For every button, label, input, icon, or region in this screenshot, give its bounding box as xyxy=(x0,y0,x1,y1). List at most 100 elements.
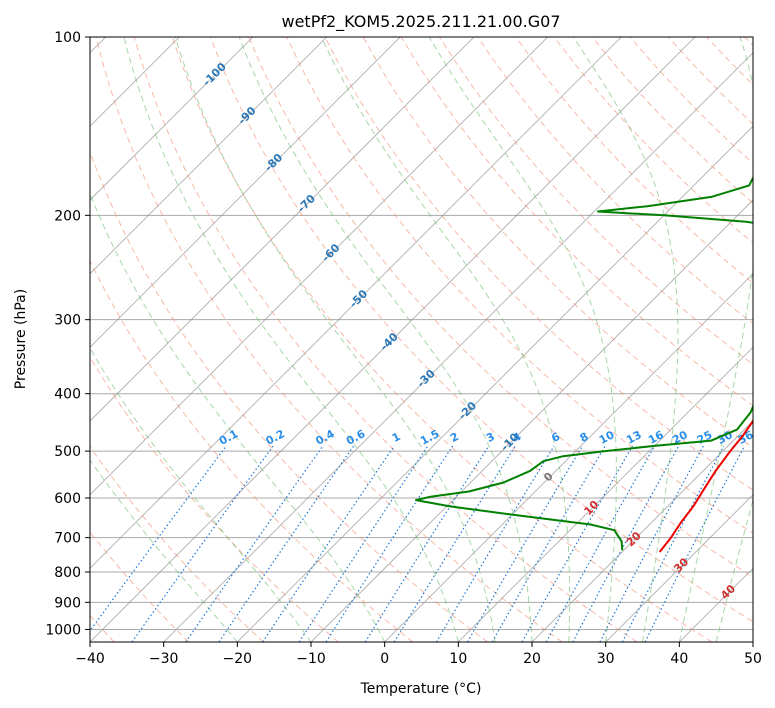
dry-adiabat-label: -90 xyxy=(235,104,258,127)
dry-adiabat-label: -70 xyxy=(295,192,318,215)
isotherm-line xyxy=(90,37,548,496)
moist-adiabat-line xyxy=(715,497,753,642)
mixing-ratio-label: 16 xyxy=(646,428,666,447)
mixing-ratio-line xyxy=(90,445,227,632)
dry-adiabat-label: -30 xyxy=(415,367,438,390)
mixing-ratio-label: 10 xyxy=(597,428,617,447)
isotherm-line xyxy=(384,273,753,642)
moist-adiabat-label: 10 xyxy=(581,498,601,518)
x-tick-label: −40 xyxy=(75,651,105,667)
moist-adiabat-line xyxy=(123,37,459,642)
x-tick-label: −30 xyxy=(149,651,179,667)
temperature-trace xyxy=(658,418,753,553)
mixing-ratio-line xyxy=(131,445,274,642)
y-tick-label: 500 xyxy=(54,444,81,460)
isotherm-line xyxy=(90,37,622,569)
x-tick-label: 0 xyxy=(380,651,389,667)
mixing-ratio-line xyxy=(621,445,725,642)
y-tick-label: 100 xyxy=(54,30,81,46)
moist-adiabat-label: 40 xyxy=(718,582,738,602)
mixing-ratio-line xyxy=(466,445,584,642)
mixing-ratio-line xyxy=(298,445,429,642)
y-tick-label: 600 xyxy=(54,491,81,507)
isotherm-line xyxy=(605,494,753,642)
x-tick-label: 40 xyxy=(670,651,688,667)
x-tick-label: 30 xyxy=(597,651,615,667)
dry-adiabat-line xyxy=(171,37,712,642)
mixing-ratio-line xyxy=(218,445,355,642)
x-axis-label: Temperature (°C) xyxy=(360,681,482,697)
mixing-ratio-line xyxy=(521,445,634,642)
moist-adiabat-line xyxy=(428,37,617,642)
mixing-ratio-line xyxy=(572,445,680,642)
isotherm-line xyxy=(90,37,475,422)
chart-title: wetPf2_KOM5.2025.211.21.00.G07 xyxy=(281,12,560,32)
mixing-ratio-label: 0.6 xyxy=(344,427,368,448)
dewpoint-trace xyxy=(415,175,753,551)
y-axis-label: Pressure (hPa) xyxy=(13,289,29,389)
mixing-ratio-label: 3 xyxy=(484,430,497,445)
plot-frame xyxy=(89,36,754,643)
mixing-ratio-line xyxy=(364,445,490,642)
dry-adiabat-line xyxy=(553,37,753,244)
moist-adiabat-line xyxy=(572,37,679,642)
moist-adiabat-line xyxy=(90,347,312,642)
dry-adiabat-line xyxy=(286,37,753,534)
dry-adiabat-label: -50 xyxy=(347,287,370,310)
x-tick-label: 10 xyxy=(449,651,467,667)
line-labels: 0.1 0.2 0.4 0.6 1 1.5 2 3 4 6 8 10 13 16 20 25 30 36-100-… xyxy=(200,60,756,602)
background-lines xyxy=(90,37,753,642)
moist-adiabat-label: 20 xyxy=(624,529,644,549)
dry-adiabat-label: -100 xyxy=(200,60,229,89)
mixing-ratio-label: 25 xyxy=(695,428,715,447)
dry-adiabat-line xyxy=(133,37,638,642)
dry-adiabat-line xyxy=(324,37,753,491)
isotherm-line xyxy=(163,52,753,642)
dry-adiabat-label: -40 xyxy=(378,330,401,353)
moist-adiabat-line xyxy=(320,37,571,642)
dry-adiabat-line xyxy=(668,37,753,125)
mixing-ratio-line xyxy=(262,445,395,642)
x-tick-label: 50 xyxy=(744,651,762,667)
dry-adiabat-line xyxy=(90,150,488,642)
isotherm-line xyxy=(90,37,696,642)
mixing-ratio-line xyxy=(325,445,454,642)
dry-adiabat-line xyxy=(248,37,753,578)
dry-adiabat-line xyxy=(706,37,753,86)
x-tick-label: −10 xyxy=(296,651,326,667)
dry-adiabat-line xyxy=(591,37,753,204)
isotherm-line xyxy=(752,641,753,642)
y-tick-label: 900 xyxy=(54,595,81,611)
y-axis-ticks: 100 200 300 400 500 600 700 800 900 1000 xyxy=(45,30,90,638)
moist-adiabat-line xyxy=(678,37,753,642)
isotherm-line xyxy=(531,420,753,642)
mixing-ratio-line xyxy=(599,445,704,642)
isotherm-line xyxy=(310,199,753,642)
mixing-ratio-label: 0.2 xyxy=(264,427,287,448)
dry-adiabat-line xyxy=(90,259,414,642)
y-tick-label: 800 xyxy=(54,565,81,581)
moist-adiabat-line xyxy=(174,37,496,642)
dry-adiabat-line xyxy=(515,37,753,284)
y-tick-label: 400 xyxy=(54,387,81,403)
mixing-ratio-label: 0.4 xyxy=(313,427,337,448)
isotherm-line xyxy=(90,37,401,348)
y-tick-label: 700 xyxy=(54,531,81,547)
mixing-ratio-label: 36 xyxy=(736,428,756,447)
mixing-ratio-label: 1 xyxy=(390,430,403,445)
mixing-ratio-line xyxy=(393,445,516,642)
dry-adiabat-line xyxy=(210,37,753,623)
dry-adiabat-line xyxy=(744,37,753,47)
y-tick-label: 300 xyxy=(54,313,81,329)
mixing-ratio-label: 1.5 xyxy=(418,427,441,448)
isotherm-line xyxy=(90,37,254,201)
dry-adiabat-label: -80 xyxy=(262,151,285,174)
sounding-traces xyxy=(415,175,753,553)
mixing-ratio-label: 13 xyxy=(624,428,644,447)
moist-adiabat-line xyxy=(90,192,386,642)
isotherm-line xyxy=(237,125,753,642)
x-axis-ticks: −40 −30 −20 −10 0 10 20 30 40 50 xyxy=(75,642,762,667)
x-tick-label: −20 xyxy=(223,651,253,667)
y-tick-label: 1000 xyxy=(45,622,81,638)
